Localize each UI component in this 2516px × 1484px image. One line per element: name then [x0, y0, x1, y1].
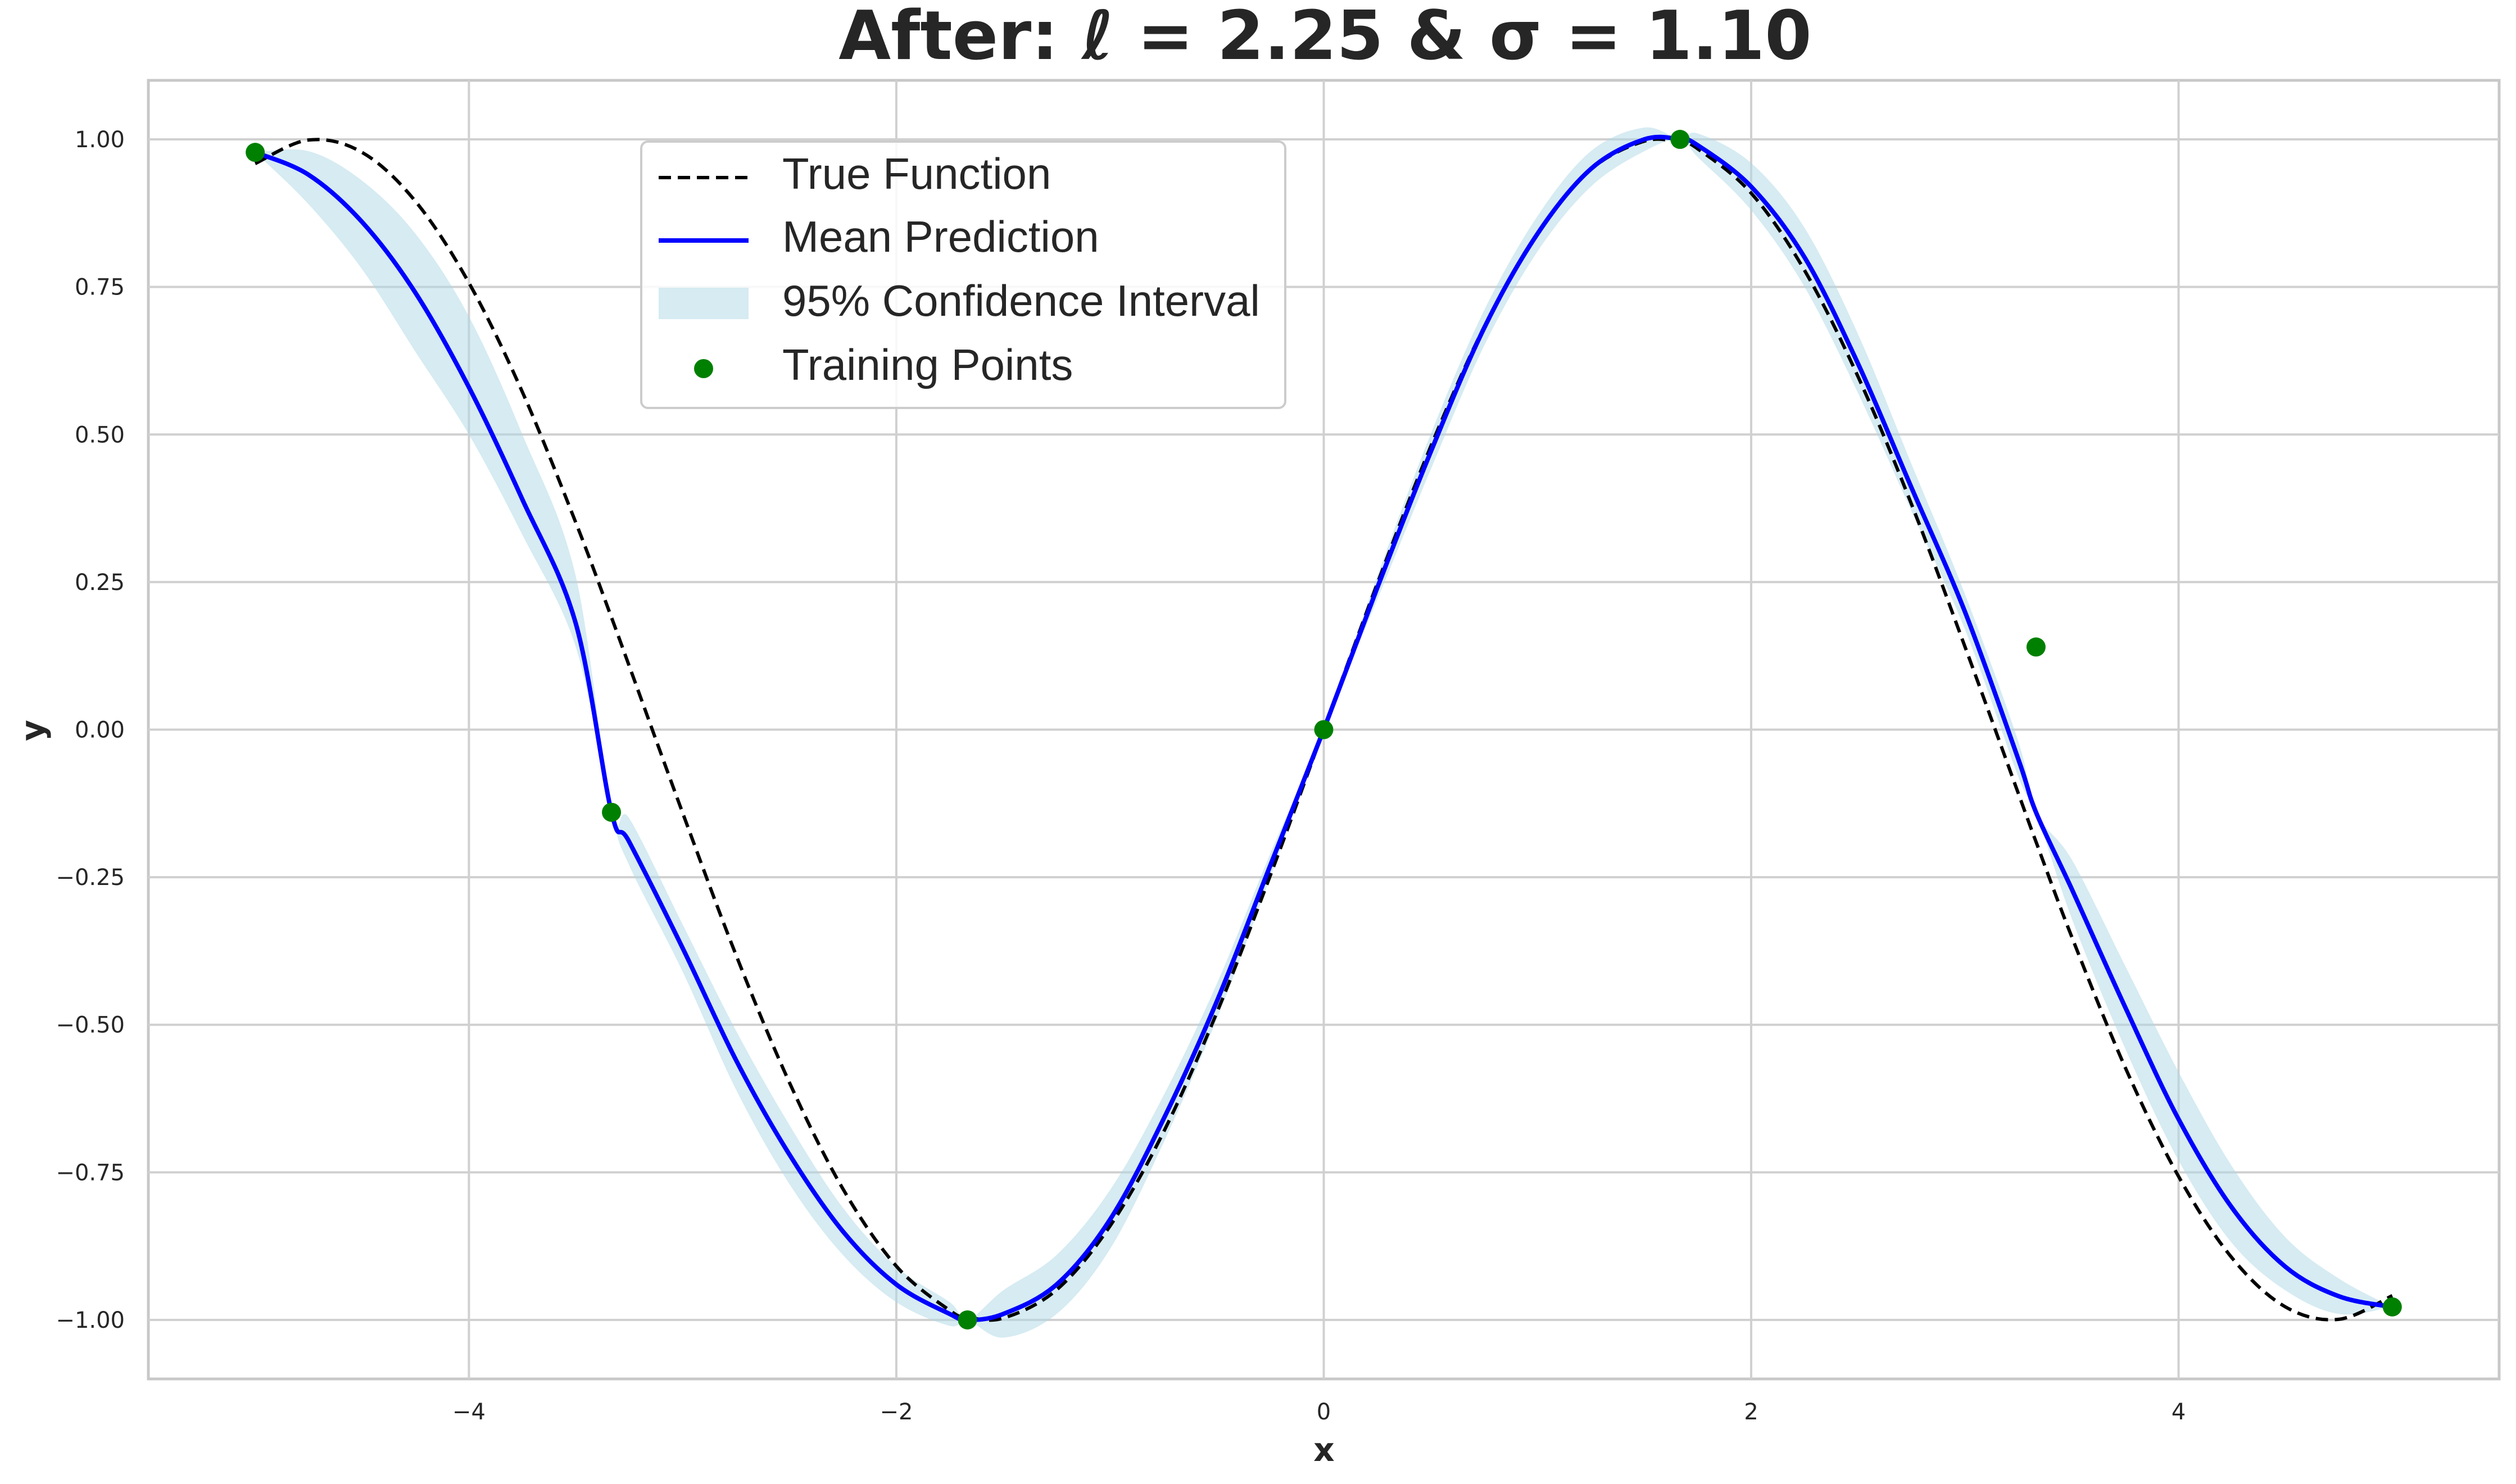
- x-tick-label: −4: [452, 1399, 486, 1425]
- training-point: [958, 1310, 977, 1329]
- y-tick-label: 0.25: [75, 570, 125, 596]
- y-tick-label: −1.00: [56, 1308, 125, 1333]
- legend-training-points-label: Training Points: [782, 340, 1073, 389]
- x-tick-label: −2: [880, 1399, 913, 1425]
- training-point: [246, 143, 265, 162]
- legend-mean-prediction-label: Mean Prediction: [782, 212, 1099, 261]
- legend-training-points-swatch: [694, 359, 713, 378]
- y-tick-label: 0.50: [75, 422, 125, 448]
- y-axis-label: y: [13, 720, 52, 741]
- legend-box: [640, 140, 1286, 409]
- training-points-layer: [246, 130, 2402, 1329]
- training-point: [2382, 1297, 2402, 1317]
- y-tick-label: −0.50: [56, 1013, 125, 1038]
- x-tick-label: 0: [1317, 1399, 1331, 1425]
- y-tick-label: 0.75: [75, 275, 125, 301]
- legend-confidence-interval-label: 95% Confidence Interval: [782, 276, 1260, 325]
- chart-title: After: ℓ = 2.25 & σ = 1.10: [838, 0, 1811, 75]
- grid: [148, 80, 2499, 1379]
- y-tick-label: −0.25: [56, 865, 125, 891]
- training-point: [602, 802, 622, 822]
- x-tick-label: 4: [2172, 1399, 2186, 1425]
- y-tick-label: 0.00: [75, 718, 125, 743]
- x-tick-label: 2: [1744, 1399, 1758, 1425]
- legend-true-function-label: True Function: [782, 149, 1051, 198]
- legend: True Function Mean Prediction 95% Confid…: [640, 140, 1286, 409]
- training-point: [1670, 130, 1690, 149]
- training-point: [2026, 637, 2046, 657]
- training-point: [1314, 720, 1334, 739]
- y-tick-label: 1.00: [75, 127, 125, 153]
- x-axis-label: x: [1313, 1431, 1334, 1469]
- y-tick-label: −0.75: [56, 1160, 125, 1186]
- tick-labels: −4 −2 0 2 4 1.00 0.75 0.50 0.25 0.00 −0.25 −0.50 −0.…: [56, 127, 2186, 1425]
- legend-confidence-interval-swatch: [659, 288, 749, 319]
